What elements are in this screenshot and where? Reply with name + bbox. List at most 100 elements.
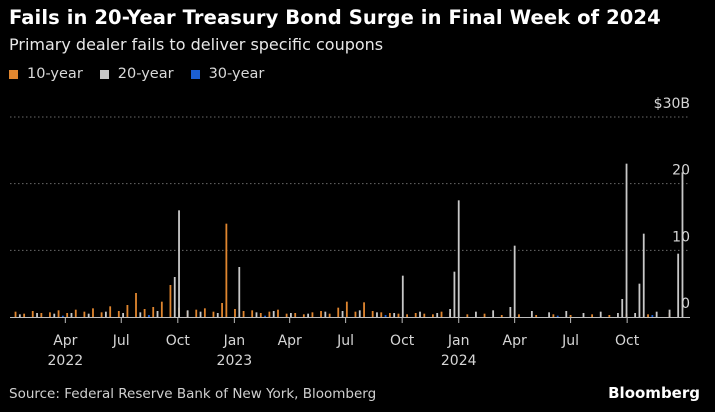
bar-20-year-30	[475, 312, 477, 317]
chart-plot: 01020$30BApr2022Jul Oct Jan2023Apr Jul Oct Ja…	[0, 0, 715, 412]
bar-10-year-21	[195, 310, 197, 317]
bar-10-year-29	[260, 313, 262, 317]
bar-20-year-38	[600, 312, 602, 317]
bar-20-year-5	[105, 312, 107, 317]
bar-20-year-17	[290, 313, 292, 317]
bar-20-year-3	[71, 313, 73, 317]
bar-10-year-1	[23, 314, 25, 317]
bar-20-year-40	[621, 299, 623, 317]
bar-20-year-16	[273, 311, 275, 317]
bar-10-year-62	[647, 314, 649, 317]
bar-10-year-31	[277, 310, 279, 317]
bar-10-year-6	[66, 313, 68, 317]
x-year-label-2022: 2022	[48, 353, 84, 369]
bar-30-year-4	[557, 316, 559, 317]
bar-10-year-34	[303, 314, 305, 317]
bar-20-year-41	[626, 164, 628, 317]
bar-20-year-31	[492, 310, 494, 317]
bar-10-year-39	[346, 302, 348, 317]
bar-10-year-49	[432, 314, 434, 317]
bar-20-year-42	[634, 313, 636, 317]
bar-20-year-33	[514, 246, 516, 317]
bar-30-year-3	[385, 315, 387, 317]
bar-10-year-26	[234, 309, 236, 317]
bar-20-year-15	[256, 312, 258, 317]
bar-20-year-28	[454, 272, 456, 317]
bar-20-year-2	[53, 314, 55, 317]
bar-20-year-35	[548, 312, 550, 317]
x-tick-label-6: Oct	[390, 333, 415, 349]
bar-20-year-7	[139, 312, 141, 317]
bar-10-year-5	[58, 310, 60, 317]
x-year-label-2023: 2023	[217, 353, 253, 369]
bar-10-year-50	[441, 312, 443, 317]
bar-10-year-47	[415, 313, 417, 317]
x-tick-label-0: Apr	[53, 333, 77, 349]
bar-10-year-55	[518, 314, 520, 317]
x-tick-label-10: Oct	[615, 333, 640, 349]
bar-20-year-23	[393, 313, 395, 317]
bar-10-year-35	[312, 312, 314, 317]
bar-10-year-56	[535, 315, 537, 317]
bar-10-year-4	[49, 312, 51, 317]
bar-20-year-39	[617, 313, 619, 317]
bar-10-year-37	[329, 314, 331, 317]
bar-10-year-46	[406, 314, 408, 317]
bar-20-year-25	[419, 312, 421, 317]
bar-20-year-0	[19, 314, 21, 317]
bar-20-year-34	[531, 311, 533, 317]
bar-10-year-11	[109, 306, 111, 317]
bar-10-year-0	[15, 312, 17, 317]
x-tick-label-8: Apr	[503, 333, 527, 349]
bar-10-year-32	[286, 314, 288, 317]
bar-10-year-15	[144, 309, 146, 317]
y-tick-label-20: 20	[672, 163, 690, 179]
bar-20-year-43	[639, 284, 641, 317]
bar-20-year-10	[178, 210, 180, 317]
bar-20-year-14	[238, 267, 240, 317]
bar-30-year-0	[62, 316, 64, 317]
bar-20-year-27	[449, 309, 451, 317]
bar-20-year-6	[122, 313, 124, 317]
bar-20-year-20	[342, 311, 344, 317]
x-tick-label-4: Apr	[278, 333, 302, 349]
bar-10-year-33	[294, 313, 296, 317]
bar-10-year-42	[372, 311, 374, 317]
bar-20-year-47	[677, 254, 679, 317]
bloomberg-logo: Bloomberg	[608, 384, 700, 402]
bar-20-year-29	[458, 200, 460, 317]
bar-20-year-19	[324, 312, 326, 317]
bar-20-year-37	[583, 313, 585, 317]
bar-10-year-3	[40, 313, 42, 317]
x-tick-label-9: Jul	[561, 333, 579, 349]
bar-20-year-22	[376, 312, 378, 317]
bar-10-year-2	[32, 311, 34, 317]
source-note: Source: Federal Reserve Bank of New York…	[9, 386, 376, 402]
bar-10-year-52	[466, 314, 468, 317]
bar-10-year-54	[501, 315, 503, 317]
bars-layer	[15, 164, 684, 317]
bar-10-year-13	[127, 305, 129, 317]
bar-10-year-18	[170, 285, 172, 317]
bar-10-year-12	[118, 311, 120, 317]
bar-20-year-21	[359, 310, 361, 317]
bar-10-year-8	[83, 312, 85, 317]
bar-20-year-32	[509, 307, 511, 317]
x-tick-label-7: Jan	[447, 333, 470, 349]
bar-10-year-45	[398, 314, 400, 317]
bar-10-year-36	[320, 311, 322, 317]
bar-10-year-23	[213, 312, 215, 317]
x-tick-label-1: Jul	[112, 333, 130, 349]
grid-layer	[10, 117, 690, 250]
bar-30-year-5	[651, 315, 653, 317]
bar-10-year-25	[225, 224, 227, 317]
bar-20-year-12	[200, 312, 202, 317]
bar-20-year-4	[88, 314, 90, 317]
x-tick-label-2: Oct	[166, 333, 191, 349]
bar-30-year-2	[264, 316, 266, 317]
bar-20-year-18	[307, 314, 309, 317]
y-tick-label-30: $30B	[654, 96, 690, 112]
bar-10-year-43	[380, 312, 382, 317]
bar-10-year-41	[363, 302, 365, 317]
bar-10-year-22	[204, 308, 206, 317]
